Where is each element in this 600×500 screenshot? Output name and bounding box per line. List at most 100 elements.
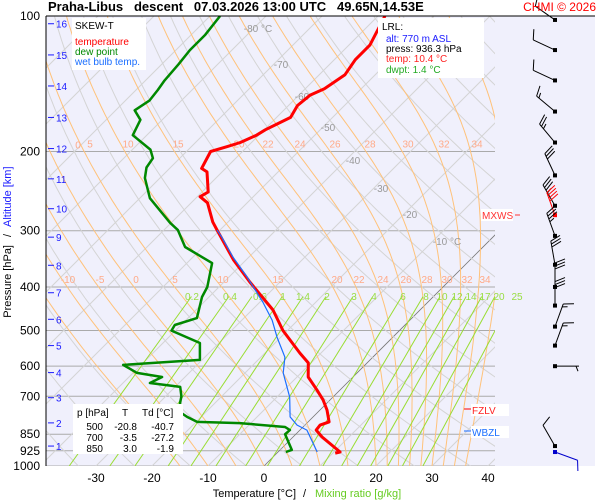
wind-barb — [532, 29, 557, 53]
dry-adiabat — [228, 16, 495, 311]
dry-adiabat — [199, 16, 495, 344]
mixing-ratio-line — [356, 296, 455, 466]
wind-barb-feather — [534, 0, 538, 7]
wind-barb — [532, 59, 557, 83]
isotherm — [46, 16, 267, 237]
moist-adiabat — [272, 16, 428, 466]
wind-barb-feather — [548, 190, 558, 199]
dry-adiabat — [54, 16, 415, 466]
moist-adiabat — [46, 59, 293, 466]
dew-point-line — [121, 16, 294, 454]
wind-barb — [553, 277, 566, 308]
y-axis-title: Pressure [hPa] — [2, 245, 14, 318]
mixing-ratio-line — [401, 296, 495, 466]
wind-barb-feather — [551, 240, 562, 248]
mixing-ratio-label: 8 — [423, 292, 429, 303]
wind-barb-station — [553, 17, 557, 22]
x-tick-label: 20 — [369, 471, 383, 485]
table-cell: -40.7 — [151, 422, 174, 433]
wind-barb-staff — [542, 425, 556, 447]
wind-barb-station — [553, 343, 557, 348]
wind-barb-staff — [539, 123, 556, 143]
table-cell: -1.9 — [157, 444, 175, 455]
wind-barb-half-feather — [538, 92, 542, 99]
copyright: CHMI © 2026 — [523, 0, 596, 14]
wind-barb-feather — [546, 205, 556, 214]
wind-barb — [546, 205, 558, 238]
wet-bulb-temp--line — [216, 229, 318, 453]
table-header-p: p [hPa] — [77, 408, 109, 419]
table-header-t: T — [122, 408, 128, 419]
moist-adiabat-label: 20 — [331, 275, 343, 286]
pressure-tick-label: 200 — [20, 145, 40, 159]
wind-barb-feather — [539, 114, 546, 125]
profiles — [121, 16, 387, 455]
moist-adiabat-label: 34 — [479, 275, 491, 286]
wind-barb-feather — [554, 258, 566, 264]
pressure-tick-label: 1000 — [13, 459, 40, 473]
table-row: 500 -20.8 -40.7 — [86, 422, 174, 433]
mixing-ratio-line — [167, 296, 283, 466]
isotherm — [207, 178, 495, 466]
altitude-tick-label: 9 — [56, 233, 62, 244]
moist-adiabat-label: 30 — [441, 275, 453, 286]
isotherm-label: -30 — [374, 184, 389, 195]
wind-barb-feather — [547, 208, 557, 217]
altitude-tick-label: 5 — [56, 342, 62, 353]
dry-adiabat — [46, 367, 135, 466]
wind-barb-feather — [536, 85, 541, 97]
moist-adiabat-label: 32 — [461, 275, 473, 286]
moist-adiabat — [448, 16, 495, 466]
moist-adiabat — [182, 16, 388, 466]
dry-adiabat — [373, 16, 495, 150]
pressure-tick-label: 925 — [20, 444, 40, 458]
dry-adiabat — [46, 304, 191, 466]
altitude-tick-label: 13 — [56, 113, 68, 124]
moist-adiabat-label: 10 — [122, 140, 134, 151]
x-tick-label: 40 — [481, 471, 495, 485]
altitude-tick-label: 2 — [56, 419, 62, 430]
wind-barb-staff — [542, 184, 556, 207]
wind-barb — [539, 114, 557, 145]
isotherm — [46, 16, 491, 461]
x-axis-separator: / — [303, 488, 307, 500]
x-tick-label: 10 — [313, 471, 327, 485]
altitude-tick-label: 8 — [56, 261, 62, 272]
wind-barb-staff — [535, 5, 556, 21]
wind-barb-staff — [554, 303, 564, 327]
isotherm-label: -10 °C — [433, 237, 461, 248]
altitude-tick-label: 4 — [56, 369, 62, 380]
altitude-tick-label: 3 — [56, 394, 62, 405]
lrl-temp: temp: 10.4 °C — [386, 54, 447, 65]
wind-barb — [553, 303, 574, 329]
mixing-ratio-label: 2 — [324, 292, 330, 303]
dry-adiabat — [257, 16, 495, 278]
legend: SKEW-T temperature dew point wet bulb te… — [72, 18, 146, 70]
isotherm-label: -20 — [403, 210, 418, 221]
mixing-ratio-label: 1 — [280, 292, 286, 303]
x-tick-label: 30 — [425, 471, 439, 485]
altitude-tick-label: 10 — [56, 205, 68, 216]
wind-barb-feather — [554, 283, 566, 289]
table-cell: 850 — [86, 444, 103, 455]
altitude-tick-label: 1 — [56, 442, 62, 453]
y-axis-separator: / — [2, 233, 14, 237]
fzlv-label: FZLV — [472, 406, 496, 417]
wind-barb-feather — [532, 59, 535, 71]
wind-barb-station — [553, 78, 557, 83]
wind-barb-feather — [546, 185, 556, 193]
y-axis-title-group: Pressure [hPa] / Altitude [km] — [2, 166, 14, 317]
wind-barb-half-feather — [575, 365, 579, 372]
altitude-tick-label: 11 — [56, 175, 67, 186]
wind-barb-staff — [554, 322, 564, 346]
lrl-heading: LRL: — [382, 22, 403, 33]
lrl-info-box: LRL: alt: 770 m ASL press: 936.3 hPa tem… — [378, 18, 484, 78]
x-tick-label: -20 — [143, 471, 161, 485]
mixing-ratio-line — [322, 296, 424, 466]
x-axis-title-mixing: Mixing ratio [g/kg] — [315, 488, 401, 500]
pressure-tick-label: 100 — [20, 9, 40, 23]
moist-adiabat-label: 24 — [377, 275, 389, 286]
isotherm-label: -50 — [321, 123, 336, 134]
moist-adiabat — [46, 141, 265, 466]
x-axis-title: Temperature [°C] — [213, 488, 296, 500]
